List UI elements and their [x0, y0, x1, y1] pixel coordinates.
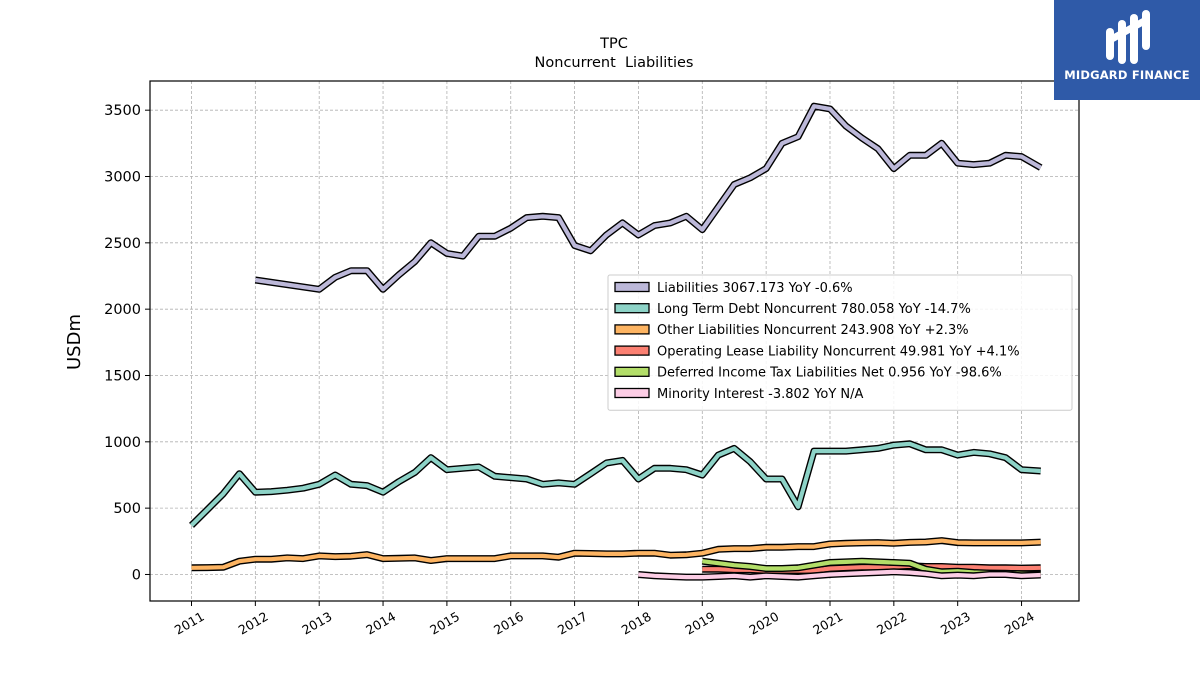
legend-swatch: [614, 387, 650, 399]
y-tick-label: 1000: [104, 435, 141, 451]
x-tick-label: 2024: [1002, 609, 1037, 638]
legend-swatch: [614, 366, 650, 377]
legend-entry: Liabilities 3067.173 YoY -0.6%: [657, 281, 853, 296]
legend-entry: Minority Interest -3.802 YoY N/A: [657, 387, 864, 402]
x-tick-label: 2011: [172, 609, 207, 638]
legend: Liabilities 3067.173 YoY -0.6% Long Term …: [607, 274, 1073, 411]
x-tick-label: 2017: [555, 609, 590, 638]
x-tick-label: 2021: [810, 609, 845, 638]
x-tick-label: 2019: [683, 609, 718, 638]
x-tick-label: 2015: [427, 609, 462, 638]
legend-swatch: [614, 324, 650, 335]
legend-swatch: [614, 303, 650, 314]
x-tick-label: 2014: [363, 609, 398, 638]
y-tick-label: 3000: [104, 170, 141, 186]
brand-name: MIDGARD FINANCE: [1064, 68, 1190, 82]
plot-frame: [149, 80, 1080, 602]
brand-logo: MIDGARD FINANCE: [1054, 0, 1200, 100]
chart-title: TPC: [599, 36, 628, 52]
legend-swatch: [614, 281, 650, 293]
x-tick-label: 2012: [236, 609, 271, 638]
series-line-other-liabilities-noncurrent: [191, 538, 1041, 570]
legend-swatch: [614, 345, 650, 356]
chart-subtitle: Noncurrent Liabilities: [535, 55, 694, 71]
series-line-long-term-debt-noncurrent: [190, 441, 1041, 527]
y-axis-ticks: 0 500 1000 1500 2000 2500 3000 3500: [104, 103, 150, 583]
series-lines: [189, 102, 1043, 581]
x-tick-label: 2020: [746, 609, 781, 638]
x-tick-label: 2023: [938, 609, 973, 638]
legend-entry: Deferred Income Tax Liabilities Net 0.95…: [657, 366, 1002, 381]
series-line-minority-interest: [638, 569, 1041, 580]
y-axis-label: USDm: [64, 314, 85, 370]
x-tick-label: 2016: [491, 609, 526, 638]
legend-entry: Long Term Debt Noncurrent 780.058 YoY -1…: [657, 302, 971, 317]
x-tick-label: 2022: [874, 609, 909, 638]
y-tick-label: 2500: [104, 236, 141, 252]
x-axis-ticks: 2011 2012 2013 2014 2015 2016 2017 2018 2019 2020…: [172, 601, 1037, 638]
y-tick-label: 3500: [104, 103, 141, 119]
series-line-liabilities: [255, 104, 1042, 292]
y-tick-label: 2000: [104, 302, 141, 318]
y-tick-label: 500: [113, 501, 141, 517]
midgard-m-logo-icon: [1106, 10, 1150, 64]
series-outline-liabilities: [254, 102, 1043, 293]
legend-entry: Operating Lease Liability Noncurrent 49.…: [657, 344, 1020, 359]
y-tick-label: 1500: [104, 368, 141, 384]
y-tick-label: 0: [132, 567, 141, 583]
x-tick-label: 2013: [299, 609, 334, 638]
x-tick-label: 2018: [619, 609, 654, 638]
legend-box: [607, 274, 1073, 411]
legend-entry: Other Liabilities Noncurrent 243.908 YoY…: [657, 323, 969, 338]
